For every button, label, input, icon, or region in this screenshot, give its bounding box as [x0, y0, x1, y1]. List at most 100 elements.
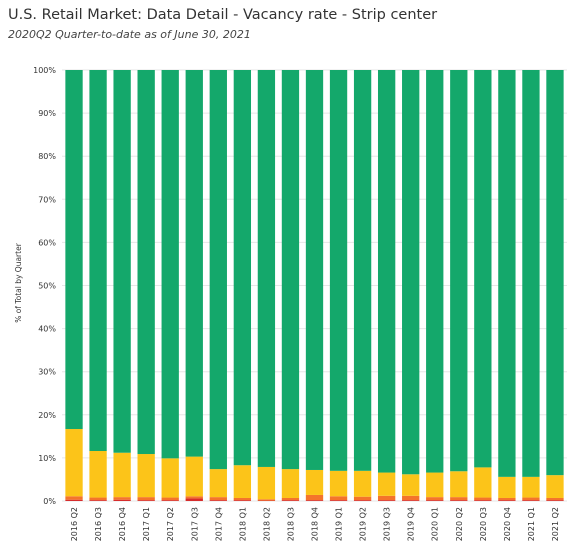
x-axis-ticks: 2016 Q2 2016 Q3 2016 Q4 2017 Q1 2017 Q2 2017 … — [70, 507, 560, 541]
bar-segment — [498, 476, 516, 498]
bar-segment — [305, 494, 324, 501]
bar-segment — [450, 497, 468, 501]
bar-segment — [233, 497, 252, 501]
bar-segment — [474, 70, 492, 468]
bar-segment — [281, 500, 300, 501]
x-tick-label: 2018 Q1 — [238, 507, 247, 541]
y-tick-label: 60% — [38, 238, 56, 247]
bar-segment — [522, 497, 540, 501]
bar-segment — [498, 500, 516, 501]
y-tick-label: 10% — [38, 454, 56, 463]
y-tick-label: 0% — [43, 497, 56, 506]
bar-segment — [185, 456, 203, 497]
y-axis-label: % of Total by Quarter — [14, 242, 23, 322]
bar-segment — [257, 466, 276, 500]
bar-segment — [426, 70, 444, 473]
bars — [65, 70, 564, 501]
bar-segment — [257, 499, 276, 501]
bar-segment — [281, 70, 300, 470]
x-tick-label: 2016 Q4 — [118, 507, 127, 541]
bar-segment — [498, 497, 516, 501]
bar-segment — [161, 497, 179, 501]
y-tick-label: 90% — [38, 109, 56, 118]
bar-segment — [233, 465, 252, 498]
bar-segment — [209, 469, 227, 498]
bar-segment — [474, 500, 492, 501]
bar-segment — [522, 476, 540, 498]
bar-segment — [353, 470, 372, 497]
bar-segment — [377, 472, 396, 496]
bar-segment — [474, 497, 492, 501]
bar-segment — [522, 500, 540, 501]
bar-segment — [113, 497, 131, 500]
bar-segment — [498, 70, 516, 477]
y-tick-label: 50% — [38, 282, 56, 291]
bar-segment — [113, 452, 131, 498]
bar-segment — [305, 70, 324, 470]
x-tick-label: 2019 Q3 — [383, 507, 392, 541]
bar-segment — [137, 70, 155, 455]
bar-segment — [65, 499, 83, 501]
bar-segment — [377, 70, 396, 473]
bar-segment — [209, 70, 227, 470]
y-tick-label: 40% — [38, 325, 56, 334]
x-tick-label: 2017 Q4 — [214, 507, 223, 541]
y-axis-ticks: 0% 10% 20% 30% 40% 50% 60% 70% 80% 90% 100% — [33, 66, 56, 506]
x-tick-label: 2020 Q2 — [455, 507, 464, 541]
x-tick-label: 2021 Q1 — [527, 507, 536, 541]
bar-segment — [329, 470, 348, 497]
y-tick-label: 100% — [33, 66, 56, 75]
bar-segment — [402, 70, 420, 475]
bar-segment — [65, 70, 83, 430]
bar-segment — [426, 497, 444, 501]
bar-segment — [450, 471, 468, 498]
bar-segment — [137, 500, 155, 501]
bar-segment — [402, 474, 420, 496]
bar-segment — [546, 500, 564, 501]
bar-segment — [233, 500, 252, 501]
bar-segment — [65, 496, 83, 500]
x-tick-label: 2017 Q1 — [142, 507, 151, 541]
bar-segment — [402, 500, 420, 501]
bar-segment — [89, 500, 107, 501]
x-tick-label: 2018 Q4 — [311, 507, 320, 541]
x-tick-label: 2021 Q2 — [551, 507, 560, 541]
x-tick-label: 2020 Q1 — [431, 507, 440, 541]
bar-segment — [450, 70, 468, 472]
y-tick-label: 30% — [38, 368, 56, 377]
bar-segment — [185, 496, 203, 499]
x-tick-label: 2018 Q3 — [286, 507, 295, 541]
y-tick-label: 70% — [38, 195, 56, 204]
bar-segment — [137, 454, 155, 498]
x-tick-label: 2019 Q4 — [407, 507, 416, 541]
bar-segment — [209, 500, 227, 501]
chart-title: U.S. Retail Market: Data Detail - Vacanc… — [8, 7, 438, 23]
bar-segment — [185, 498, 203, 501]
x-tick-label: 2016 Q2 — [70, 507, 79, 541]
bar-segment — [257, 70, 276, 467]
bar-segment — [377, 495, 396, 501]
x-tick-label: 2020 Q4 — [503, 507, 512, 541]
x-tick-label: 2017 Q2 — [166, 507, 175, 541]
bar-segment — [546, 497, 564, 501]
bar-segment — [113, 70, 131, 453]
x-tick-label: 2020 Q3 — [479, 507, 488, 541]
bar-segment — [89, 70, 107, 452]
x-tick-label: 2019 Q1 — [335, 507, 344, 541]
bar-segment — [450, 500, 468, 501]
x-tick-label: 2019 Q2 — [359, 507, 368, 541]
bar-segment — [305, 500, 324, 501]
bar-segment — [329, 70, 348, 471]
x-tick-label: 2017 Q3 — [190, 507, 199, 541]
bar-segment — [89, 451, 107, 498]
bar-segment — [353, 70, 372, 471]
bar-segment — [281, 469, 300, 498]
bar-segment — [161, 458, 179, 498]
bar-segment — [329, 500, 348, 501]
bar-segment — [426, 472, 444, 498]
bar-segment — [113, 499, 131, 501]
bar-segment — [546, 475, 564, 498]
chart-subtitle: 2020Q2 Quarter-to-date as of June 30, 20… — [8, 28, 251, 41]
bar-segment — [89, 497, 107, 501]
